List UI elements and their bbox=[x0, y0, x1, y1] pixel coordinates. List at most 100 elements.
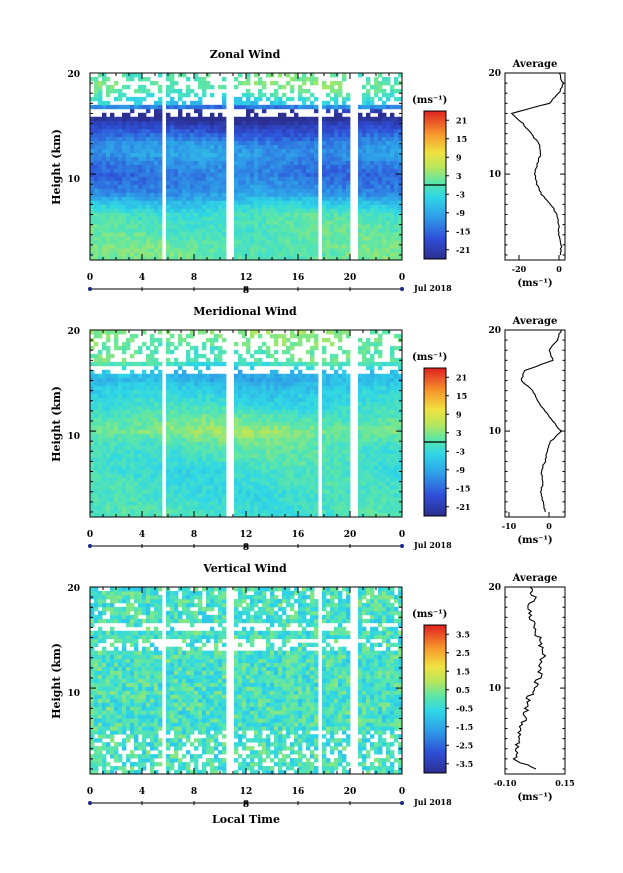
heatmap-cell bbox=[218, 116, 223, 122]
heatmap-cell bbox=[394, 156, 399, 161]
heatmap-cell bbox=[126, 465, 131, 470]
heatmap-cell bbox=[150, 461, 155, 466]
heatmap-cell bbox=[246, 417, 251, 422]
heatmap-cell bbox=[306, 497, 311, 502]
heatmap-cell bbox=[310, 497, 315, 502]
heatmap-cell bbox=[146, 224, 151, 229]
heatmap-cell bbox=[298, 228, 303, 233]
heatmap-cell bbox=[374, 445, 379, 450]
heatmap-cell bbox=[246, 425, 251, 430]
heatmap-cell bbox=[386, 485, 391, 490]
heatmap-cell bbox=[286, 184, 291, 189]
heatmap-cell bbox=[166, 465, 171, 470]
heatmap-cell bbox=[170, 485, 175, 490]
heatmap-cell bbox=[102, 200, 107, 205]
heatmap-cell bbox=[214, 473, 219, 478]
heatmap-cell bbox=[238, 469, 243, 474]
heatmap-cell bbox=[98, 489, 103, 494]
heatmap-cell bbox=[234, 449, 239, 454]
heatmap-cell bbox=[362, 461, 367, 466]
heatmap-cell bbox=[214, 461, 219, 466]
heatmap-cell bbox=[150, 216, 155, 221]
heatmap-cell bbox=[182, 453, 187, 458]
heatmap-cell bbox=[314, 108, 319, 114]
heatmap-cell bbox=[202, 417, 207, 422]
heatmap-cell bbox=[358, 429, 363, 434]
heatmap-cell bbox=[274, 256, 279, 261]
heatmap-cell bbox=[382, 240, 387, 245]
heatmap-cell bbox=[246, 216, 251, 221]
heatmap-cell bbox=[110, 192, 115, 197]
heatmap-cell bbox=[274, 144, 279, 149]
heatmap-cell bbox=[398, 164, 403, 169]
heatmap-cell bbox=[182, 172, 187, 177]
heatmap-cell bbox=[218, 461, 223, 466]
heatmap-cell bbox=[298, 96, 303, 102]
heatmap-cell bbox=[94, 220, 99, 225]
heatmap-cell bbox=[158, 128, 163, 134]
heatmap-cell bbox=[326, 148, 331, 153]
heatmap-cell bbox=[158, 505, 163, 510]
heatmap-cell bbox=[386, 493, 391, 498]
heatmap-cell bbox=[154, 485, 159, 490]
heatmap-cell bbox=[94, 188, 99, 193]
heatmap-cell bbox=[222, 76, 227, 82]
heatmap-cell bbox=[202, 80, 207, 86]
heatmap-cell bbox=[138, 100, 143, 106]
heatmap-cell bbox=[114, 88, 119, 94]
heatmap-cell bbox=[202, 477, 207, 482]
heatmap-cell bbox=[94, 425, 99, 430]
heatmap-cell bbox=[338, 453, 343, 458]
heatmap-cell bbox=[94, 433, 99, 438]
heatmap-cell bbox=[394, 240, 399, 245]
heatmap-cell bbox=[358, 104, 363, 110]
heatmap-cell bbox=[194, 216, 199, 221]
heatmap-cell bbox=[150, 425, 155, 430]
heatmap-cell bbox=[174, 485, 179, 490]
heatmap-cell bbox=[294, 112, 299, 118]
heatmap-cell bbox=[190, 425, 195, 430]
heatmap-cell bbox=[386, 140, 391, 146]
heatmap-cell bbox=[210, 505, 215, 510]
heatmap-cell bbox=[282, 429, 287, 434]
heatmap-cell bbox=[222, 172, 227, 177]
heatmap-cell bbox=[366, 196, 371, 201]
heatmap-cell bbox=[254, 437, 259, 442]
heatmap-cell bbox=[378, 228, 383, 233]
heatmap-cell bbox=[378, 144, 383, 149]
heatmap-cell bbox=[202, 497, 207, 502]
heatmap-cell bbox=[110, 413, 115, 418]
heatmap-cell bbox=[154, 481, 159, 486]
heatmap-cell bbox=[198, 132, 203, 138]
heatmap-cell bbox=[102, 421, 107, 426]
heatmap-cell bbox=[218, 493, 223, 498]
heatmap-cell bbox=[246, 497, 251, 502]
heatmap-cell bbox=[174, 116, 179, 122]
heatmap-cell bbox=[142, 493, 147, 498]
heatmap-cell bbox=[374, 240, 379, 245]
heatmap-cell bbox=[286, 204, 291, 209]
heatmap-cell bbox=[302, 196, 307, 201]
heatmap-cell bbox=[266, 144, 271, 149]
heatmap-cell bbox=[342, 136, 347, 142]
heatmap-cell bbox=[210, 497, 215, 502]
heatmap-cell bbox=[326, 489, 331, 494]
heatmap-cell bbox=[362, 164, 367, 169]
heatmap-cell bbox=[374, 236, 379, 241]
heatmap-cell bbox=[182, 421, 187, 426]
heatmap-cell bbox=[262, 457, 267, 462]
heatmap-cell bbox=[130, 104, 135, 110]
heatmap-cell bbox=[310, 92, 315, 98]
heatmap-cell bbox=[262, 152, 267, 157]
heatmap-cell bbox=[146, 425, 151, 430]
heatmap-cell bbox=[286, 128, 291, 134]
heatmap-cell bbox=[362, 100, 367, 106]
heatmap-cell bbox=[214, 429, 219, 434]
heatmap-cell bbox=[346, 425, 351, 430]
heatmap-cell bbox=[94, 200, 99, 205]
heatmap-cell bbox=[258, 220, 263, 225]
heatmap-cell bbox=[278, 449, 283, 454]
heatmap-cell bbox=[126, 220, 131, 225]
heatmap-cell bbox=[238, 421, 243, 426]
heatmap-cell bbox=[250, 485, 255, 490]
